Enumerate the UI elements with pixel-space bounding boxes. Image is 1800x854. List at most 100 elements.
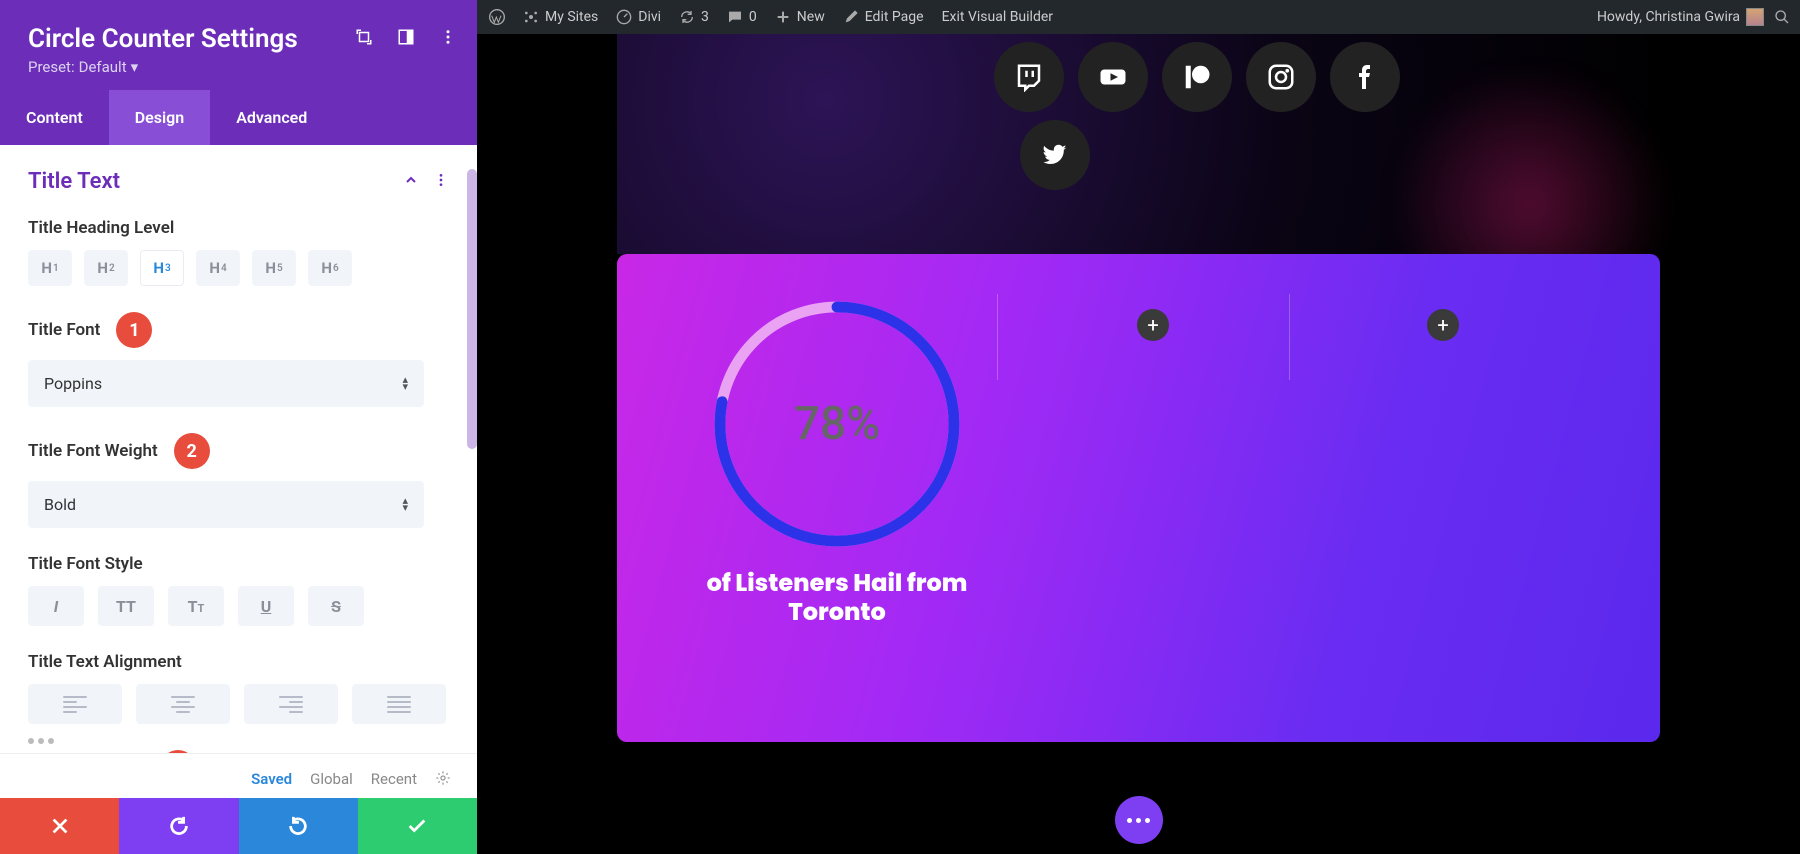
social-facebook[interactable] xyxy=(1330,42,1400,112)
preset-settings-button[interactable] xyxy=(435,770,451,790)
circle-counter-module[interactable]: 78% of Listeners Hail from Toronto xyxy=(697,294,977,628)
howdy-label: Howdy, Christina Gwira xyxy=(1597,9,1740,25)
h3-button[interactable]: H3 xyxy=(140,250,184,286)
align-right-button[interactable] xyxy=(244,684,338,724)
add-module-button-1[interactable]: + xyxy=(1137,309,1169,341)
more-button[interactable] xyxy=(439,28,457,46)
facebook-icon xyxy=(1350,62,1380,92)
italic-button[interactable]: I xyxy=(28,586,84,626)
snap-button[interactable] xyxy=(397,28,415,46)
builder-fab[interactable] xyxy=(1115,796,1163,844)
chevron-down-icon: ▾ xyxy=(131,58,139,76)
panel-preset-bar: Saved Global Recent xyxy=(0,753,477,798)
panel-actions xyxy=(0,798,477,854)
snap-icon xyxy=(397,28,415,46)
exit-builder-link[interactable]: Exit Visual Builder xyxy=(942,9,1053,25)
section-more-button[interactable] xyxy=(433,172,449,192)
comment-icon xyxy=(727,9,743,25)
section-title[interactable]: Title Text xyxy=(28,169,120,194)
check-icon xyxy=(406,815,428,837)
undo-button[interactable] xyxy=(119,798,238,854)
align-center-button[interactable] xyxy=(136,684,230,724)
tab-design[interactable]: Design xyxy=(109,90,210,145)
smallcaps-icon: TT xyxy=(188,597,205,616)
circle-counter: 78% xyxy=(707,294,967,554)
instagram-icon xyxy=(1266,62,1296,92)
theme-label: Divi xyxy=(638,9,661,25)
comments-count: 0 xyxy=(749,9,757,25)
collapse-button[interactable] xyxy=(403,172,419,192)
strikethrough-button[interactable]: S xyxy=(308,586,364,626)
h6-button[interactable]: H6 xyxy=(308,250,352,286)
comments-link[interactable]: 0 xyxy=(727,9,757,25)
user-greeting[interactable]: Howdy, Christina Gwira xyxy=(1597,8,1764,26)
edit-page-link[interactable]: Edit Page xyxy=(843,9,924,25)
align-left-button[interactable] xyxy=(28,684,122,724)
social-youtube[interactable] xyxy=(1078,42,1148,112)
heading-level-field: Title Heading Level H1 H2 H3 H4 H5 H6 xyxy=(28,218,449,286)
gear-icon xyxy=(435,770,451,786)
social-instagram[interactable] xyxy=(1246,42,1316,112)
cancel-button[interactable] xyxy=(0,798,119,854)
social-twitter[interactable] xyxy=(1020,120,1090,190)
preset-saved[interactable]: Saved xyxy=(251,770,292,790)
h4-button[interactable]: H4 xyxy=(196,250,240,286)
preset-selector[interactable]: Preset: Default ▾ xyxy=(28,58,449,76)
social-patreon[interactable] xyxy=(1162,42,1232,112)
add-module-button-2[interactable]: + xyxy=(1427,309,1459,341)
font-style-field: Title Font Style I TT TT U S xyxy=(28,554,449,626)
my-sites-label: My Sites xyxy=(545,9,598,25)
theme-link[interactable]: Divi xyxy=(616,9,661,25)
expand-icon xyxy=(355,28,373,46)
align-center-icon xyxy=(171,696,195,713)
updates-link[interactable]: 3 xyxy=(679,9,709,25)
select-caret-icon: ▴▾ xyxy=(402,377,408,390)
search-icon xyxy=(1774,9,1790,25)
align-left-icon xyxy=(63,696,87,713)
gradient-section: 78% of Listeners Hail from Toronto + + xyxy=(617,254,1660,742)
h2-button[interactable]: H2 xyxy=(84,250,128,286)
preset-recent[interactable]: Recent xyxy=(371,770,417,790)
redo-button[interactable] xyxy=(239,798,358,854)
tab-advanced[interactable]: Advanced xyxy=(210,90,333,145)
preset-global[interactable]: Global xyxy=(310,770,353,790)
wp-search-button[interactable] xyxy=(1774,9,1790,25)
heading-level-label: Title Heading Level xyxy=(28,218,449,238)
more-vertical-icon xyxy=(433,172,449,188)
panel-body: Title Text Title Heading Level H1 H2 H3 … xyxy=(0,145,477,854)
sites-icon xyxy=(523,9,539,25)
exit-builder-label: Exit Visual Builder xyxy=(942,9,1053,25)
twitter-icon xyxy=(1040,140,1070,170)
my-sites-link[interactable]: My Sites xyxy=(523,9,598,25)
tab-content[interactable]: Content xyxy=(0,90,109,145)
expand-button[interactable] xyxy=(355,28,373,46)
scrollbar[interactable] xyxy=(467,169,477,449)
twitch-icon xyxy=(1014,62,1044,92)
smallcaps-button[interactable]: TT xyxy=(168,586,224,626)
uppercase-icon: TT xyxy=(116,597,136,616)
align-justify-button[interactable] xyxy=(352,684,446,724)
h1-button[interactable]: H1 xyxy=(28,250,72,286)
h5-button[interactable]: H5 xyxy=(252,250,296,286)
updates-count: 3 xyxy=(701,9,709,25)
new-link[interactable]: New xyxy=(775,9,825,25)
settings-panel: Circle Counter Settings Preset: Default … xyxy=(0,0,477,854)
title-font-select[interactable]: Poppins ▴▾ xyxy=(28,360,424,407)
panel-drag-handle[interactable] xyxy=(28,738,54,744)
tabs: Content Design Advanced xyxy=(0,90,477,145)
underline-button[interactable]: U xyxy=(238,586,294,626)
align-right-icon xyxy=(279,696,303,713)
social-twitch[interactable] xyxy=(994,42,1064,112)
gauge-icon xyxy=(616,9,632,25)
more-vertical-icon xyxy=(439,28,457,46)
plus-icon xyxy=(775,9,791,25)
uppercase-button[interactable]: TT xyxy=(98,586,154,626)
font-style-label: Title Font Style xyxy=(28,554,449,574)
strikethrough-icon: S xyxy=(331,597,341,616)
font-weight-select[interactable]: Bold ▴▾ xyxy=(28,481,424,528)
pencil-icon xyxy=(843,9,859,25)
wp-logo[interactable] xyxy=(489,9,505,25)
title-font-field: Title Font 1 Poppins ▴▾ xyxy=(28,312,449,407)
font-weight-field: Title Font Weight 2 Bold ▴▾ xyxy=(28,433,449,528)
save-button[interactable] xyxy=(358,798,477,854)
